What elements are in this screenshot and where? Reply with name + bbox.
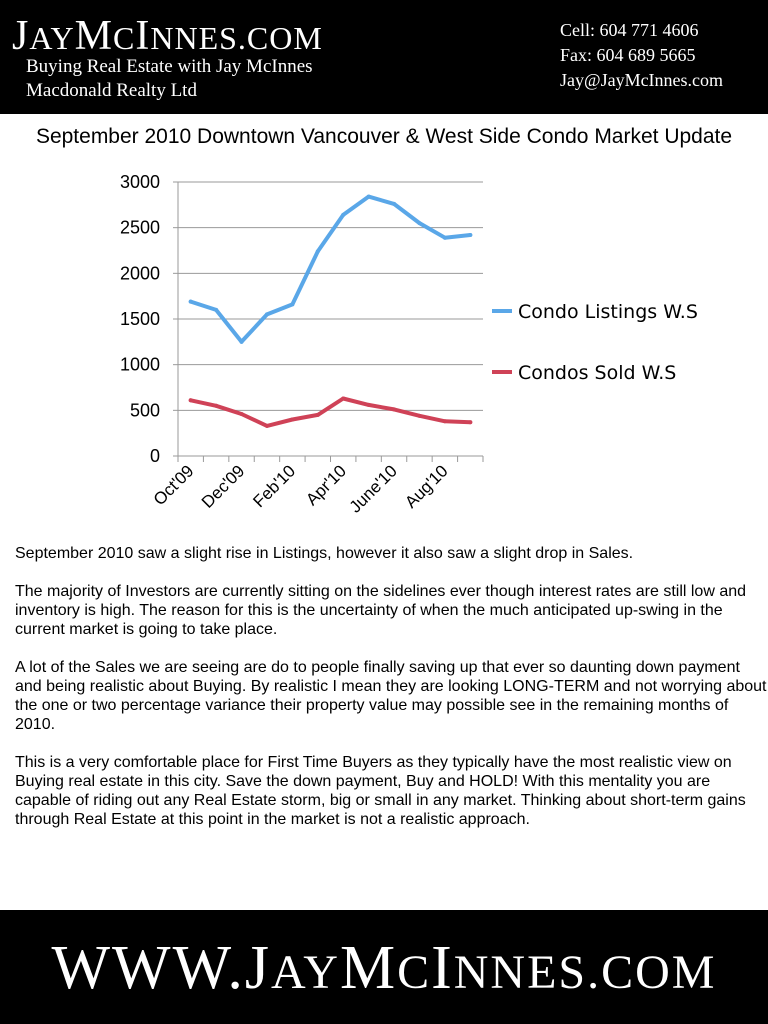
series-2-point xyxy=(264,423,269,428)
footer-banner: WWW.JAYMCINNES.COM xyxy=(0,910,768,1024)
tagline: Buying Real Estate with Jay McInnes xyxy=(26,56,313,77)
y-tick-label: 0 xyxy=(150,446,160,466)
y-tick-label: 3000 xyxy=(120,172,160,192)
series-1-point xyxy=(264,312,269,317)
x-tick-label: Apr'10 xyxy=(302,461,350,509)
series-2-point xyxy=(290,417,295,422)
email-address[interactable]: Jay@JayMcInnes.com xyxy=(560,70,724,90)
cell-phone: Cell: 604 771 4606 xyxy=(560,20,699,40)
paragraph-4: This is a very comfortable place for Fir… xyxy=(15,754,746,828)
y-tick-label: 1500 xyxy=(120,309,160,329)
series-1-point xyxy=(442,235,447,240)
x-tick-label: Dec'09 xyxy=(198,461,248,511)
contact-info: Cell: 604 771 4606 Fax: 604 689 5665 Jay… xyxy=(560,18,723,93)
x-tick-label: Oct'09 xyxy=(150,461,198,509)
legend-label-2: Condos Sold W.S xyxy=(518,362,676,384)
series-2-point xyxy=(366,402,371,407)
series-2-point xyxy=(214,403,219,408)
series-1-point xyxy=(188,299,193,304)
y-tick-label: 500 xyxy=(130,400,160,420)
y-tick-label: 2000 xyxy=(120,263,160,283)
series-2-point xyxy=(188,398,193,403)
series-2-point xyxy=(392,407,397,412)
series-line-1 xyxy=(188,194,473,344)
series-2-point xyxy=(417,413,422,418)
series-1-point xyxy=(417,221,422,226)
series-1-point xyxy=(392,201,397,206)
series-line-2 xyxy=(188,396,473,428)
paragraph-1: September 2010 saw a slight rise in List… xyxy=(15,545,634,562)
paragraph-3: A lot of the Sales we are seeing are do … xyxy=(15,659,767,733)
page-title: September 2010 Downtown Vancouver & West… xyxy=(35,125,733,148)
series-2-point xyxy=(341,396,346,401)
y-tick-label: 1000 xyxy=(120,355,160,375)
x-tick-label: Aug'10 xyxy=(401,461,451,511)
header-banner: JAYMCINNES.COM Buying Real Estate with J… xyxy=(0,0,768,114)
legend-label-1: Condo Listings W.S xyxy=(518,301,698,323)
series-1-point xyxy=(290,302,295,307)
market-line-chart: 0 500 1000 1500 2000 2500 3000 Oct'09 Dec'09 Feb'… xyxy=(120,172,698,517)
y-tick-label: 2500 xyxy=(120,218,160,238)
series-1-point xyxy=(341,212,346,217)
series-2-point xyxy=(442,419,447,424)
article-body: September 2010 saw a slight rise in List… xyxy=(15,544,767,848)
footer-website-link[interactable]: WWW.JAYMCINNES.COM xyxy=(51,934,717,1002)
series-2-point xyxy=(315,412,320,417)
company-name: Macdonald Realty Ltd xyxy=(26,80,197,101)
series-1-point xyxy=(468,232,473,237)
x-tick-label: June'10 xyxy=(346,461,401,516)
site-logo-text[interactable]: JAYMCINNES.COM xyxy=(12,13,323,59)
series-1-point xyxy=(315,249,320,254)
series-1-point xyxy=(214,307,219,312)
series-1-point xyxy=(366,194,371,199)
fax-number: Fax: 604 689 5665 xyxy=(560,45,696,65)
x-tick-label: Feb'10 xyxy=(249,461,299,511)
series-2-point xyxy=(468,420,473,425)
paragraph-2: The majority of Investors are currently … xyxy=(15,583,747,638)
series-1-point xyxy=(239,339,244,344)
series-2-point xyxy=(239,411,244,416)
